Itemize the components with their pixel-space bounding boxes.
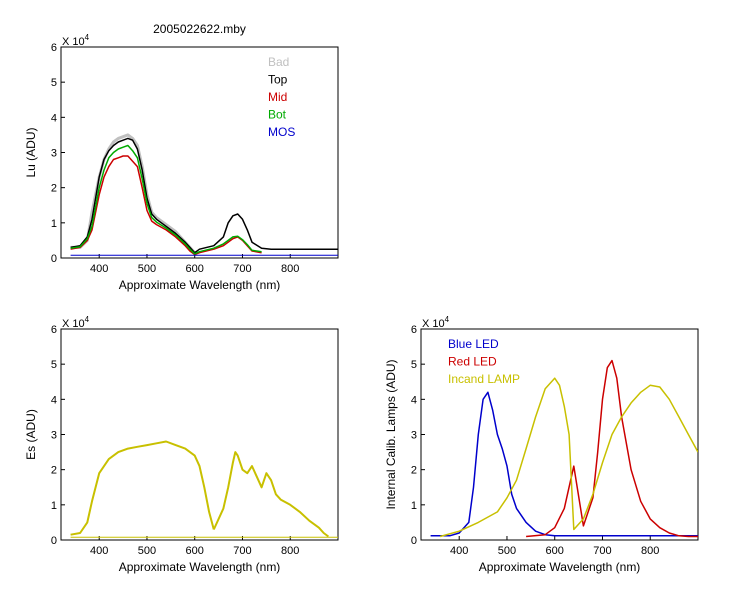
x-axis-label: Approximate Wavelength (nm) bbox=[119, 560, 281, 574]
x-tick-label: 800 bbox=[281, 263, 299, 275]
x-tick-label: 500 bbox=[498, 545, 516, 557]
y-tick-label: 1 bbox=[411, 500, 417, 512]
y-tick-label: 4 bbox=[411, 394, 417, 406]
legend-entry: Mid bbox=[268, 90, 287, 104]
legend-entry: Red LED bbox=[448, 355, 497, 369]
y-tick-label: 1 bbox=[51, 218, 57, 230]
series-line-blue-led bbox=[430, 391, 698, 537]
series-line-mid bbox=[70, 155, 262, 256]
x-tick-label: 400 bbox=[90, 263, 108, 275]
x-tick-label: 500 bbox=[138, 545, 156, 557]
axis-multiplier: X 104 bbox=[62, 33, 90, 48]
y-tick-label: 1 bbox=[51, 500, 57, 512]
legend-entry: Blue LED bbox=[448, 337, 499, 351]
chart-title: 2005022622.mby bbox=[153, 22, 246, 36]
x-tick-label: 700 bbox=[233, 545, 251, 557]
y-tick-label: 4 bbox=[51, 394, 57, 406]
y-tick-label: 3 bbox=[51, 430, 57, 442]
x-tick-label: 700 bbox=[593, 545, 611, 557]
plot-frame bbox=[60, 46, 339, 259]
y-axis-label: Lu (ADU) bbox=[24, 127, 38, 177]
y-tick-label: 6 bbox=[51, 42, 57, 54]
axis-multiplier: X 104 bbox=[422, 315, 450, 330]
y-tick-label: 3 bbox=[411, 430, 417, 442]
y-tick-label: 2 bbox=[51, 183, 57, 195]
y-tick-label: 6 bbox=[411, 324, 417, 336]
y-tick-label: 0 bbox=[411, 535, 417, 547]
chart-es: 400 500 600 700 800 0 1 2 3 4 5 6 X 104 Approximate W… bbox=[24, 315, 339, 574]
y-tick-label: 4 bbox=[51, 112, 57, 124]
series-line-1 bbox=[70, 440, 215, 536]
x-tick-label: 600 bbox=[546, 545, 564, 557]
series-line-top bbox=[70, 137, 338, 254]
y-axis-label: Es (ADU) bbox=[24, 409, 38, 460]
series-line-incand-lamp bbox=[439, 377, 698, 538]
x-axis-label: Approximate Wavelength (nm) bbox=[119, 278, 281, 292]
y-tick-label: 5 bbox=[51, 359, 57, 371]
series-line-bot bbox=[70, 144, 262, 255]
x-tick-label: 600 bbox=[186, 545, 204, 557]
legend-entry: Bad bbox=[268, 55, 289, 69]
legend-entry: MOS bbox=[268, 125, 295, 139]
series-line-2 bbox=[212, 451, 329, 538]
legend-entry: Top bbox=[268, 73, 288, 87]
y-tick-label: 2 bbox=[51, 465, 57, 477]
x-tick-label: 400 bbox=[90, 545, 108, 557]
x-axis-label: Approximate Wavelength (nm) bbox=[479, 560, 641, 574]
y-tick-label: 5 bbox=[411, 359, 417, 371]
chart-lamps: 400 500 600 700 800 0 1 2 3 4 5 6 X 104 Approximate W… bbox=[384, 315, 699, 574]
y-tick-label: 0 bbox=[51, 535, 57, 547]
y-tick-label: 5 bbox=[51, 77, 57, 89]
chart-lu: 400 500 600 700 800 0 1 2 3 4 5 6 X 104 2005022622.mb… bbox=[24, 22, 339, 292]
legend-entry: Bot bbox=[268, 108, 287, 122]
x-tick-label: 400 bbox=[450, 545, 468, 557]
series-line-red-led bbox=[526, 359, 698, 538]
y-tick-label: 3 bbox=[51, 148, 57, 160]
x-tick-label: 700 bbox=[233, 263, 251, 275]
x-tick-label: 600 bbox=[186, 263, 204, 275]
y-tick-label: 6 bbox=[51, 324, 57, 336]
x-tick-label: 800 bbox=[281, 545, 299, 557]
y-tick-label: 2 bbox=[411, 465, 417, 477]
y-tick-label: 0 bbox=[51, 253, 57, 265]
y-axis-label: Internal Calib. Lamps (ADU) bbox=[384, 359, 398, 509]
axis-multiplier: X 104 bbox=[62, 315, 90, 330]
x-tick-label: 800 bbox=[641, 545, 659, 557]
x-tick-label: 500 bbox=[138, 263, 156, 275]
legend-entry: Incand LAMP bbox=[448, 372, 520, 386]
